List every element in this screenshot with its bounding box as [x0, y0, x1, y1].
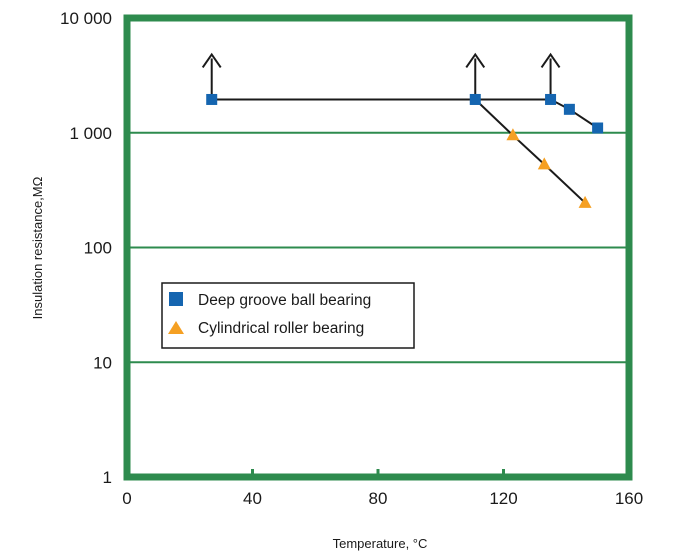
series-lines: [211, 98, 599, 204]
y-tick-label: 10: [93, 353, 112, 372]
plot-frame: [123, 14, 633, 481]
ball-bearing-point: [469, 93, 481, 105]
y-tick-label: 1 000: [69, 124, 112, 143]
y-tick-label: 10 000: [60, 9, 112, 28]
legend-box: [161, 282, 415, 349]
roller-bearing-point: [537, 157, 551, 170]
data-markers: [206, 93, 604, 208]
roller-bearing-point: [506, 128, 520, 141]
series-line-0: [211, 98, 599, 129]
legend-square-icon: [169, 292, 183, 306]
gridlines: [127, 131, 629, 364]
ball-bearing-point: [592, 122, 604, 134]
y-axis-label: Insulation resistance,MΩ: [30, 176, 45, 319]
ball-bearing-point: [545, 93, 557, 105]
legend-triangle-icon: [168, 321, 184, 334]
arrow-head: [201, 52, 222, 69]
x-tick-label: 40: [243, 489, 262, 508]
legend-label-ball: Deep groove ball bearing: [198, 292, 371, 309]
y-tick-label: 100: [84, 239, 112, 258]
arrow-head: [540, 52, 561, 69]
y-tick-label: 1: [103, 468, 112, 487]
series-line-1: [474, 98, 586, 204]
ball-bearing-point: [206, 93, 218, 105]
x-tick-label: 160: [615, 489, 643, 508]
roller-bearing-point: [578, 195, 592, 208]
x-tick-label: 0: [122, 489, 131, 508]
upward-arrows: [201, 52, 561, 100]
arrow-head: [465, 52, 486, 69]
tick-labels: 1 10 100 1 000 10 000 0 40 80 120 160: [60, 9, 643, 508]
ball-bearing-point: [563, 103, 575, 115]
x-tick-label: 80: [369, 489, 388, 508]
legend: Deep groove ball bearing Cylindrical rol…: [161, 282, 415, 349]
x-axis-label: Temperature, °C: [333, 536, 428, 551]
legend-label-roller: Cylindrical roller bearing: [198, 320, 364, 337]
x-tick-label: 120: [489, 489, 517, 508]
